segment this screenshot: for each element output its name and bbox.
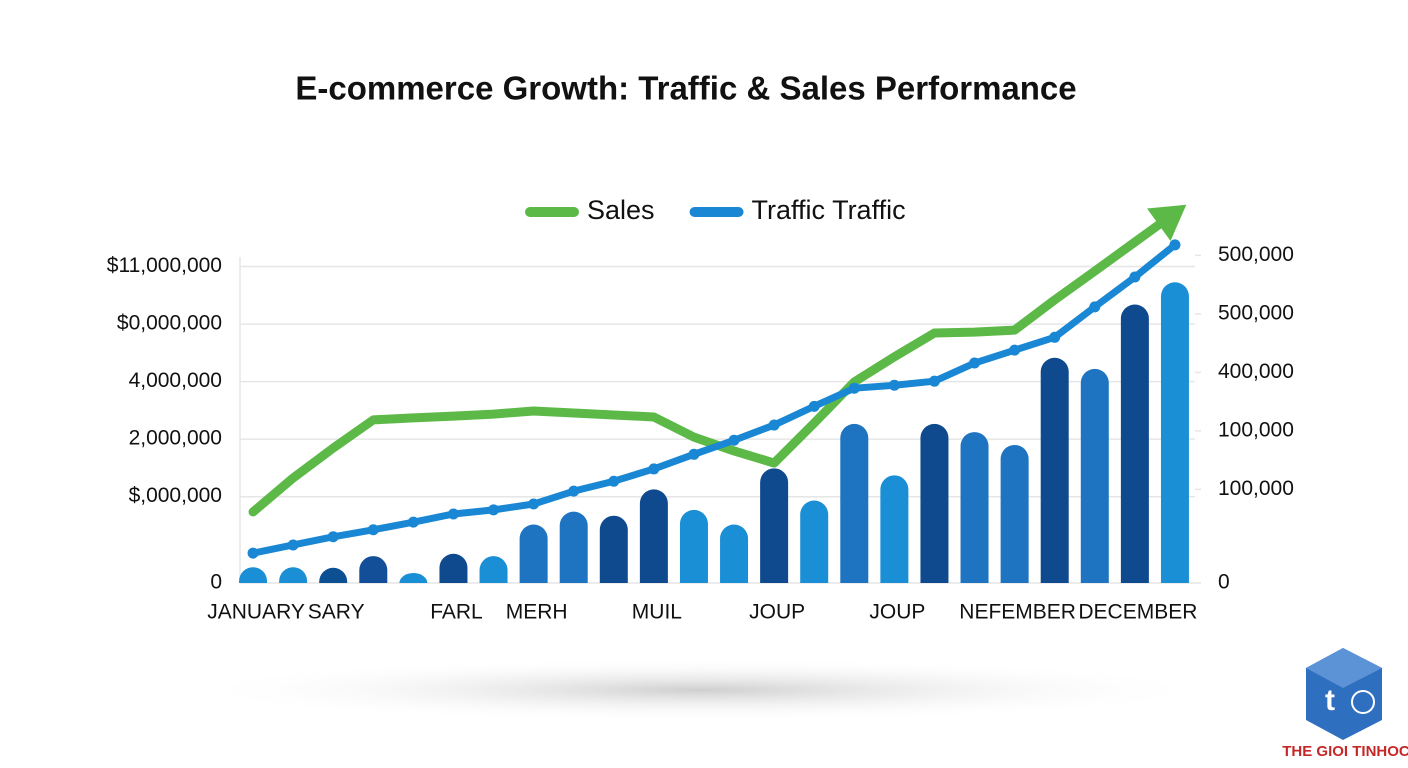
bar: [479, 556, 508, 583]
point: [447, 508, 459, 520]
point: [1089, 301, 1101, 313]
bar: [679, 509, 708, 583]
point: [528, 498, 540, 510]
point: [287, 539, 299, 551]
y-tick-label: $11,000,000: [107, 254, 222, 277]
point: [648, 463, 660, 475]
y-tick-label: $0,000,000: [117, 312, 222, 335]
svg-text:t: t: [1325, 684, 1335, 717]
bar: [800, 500, 829, 583]
y-tick-label: 0: [210, 571, 222, 594]
point: [568, 485, 580, 497]
x-tick-label: MERH: [506, 601, 568, 624]
point: [688, 448, 700, 460]
y-tick-label: 2,000,000: [129, 427, 222, 450]
bar: [639, 489, 668, 583]
point: [608, 475, 620, 487]
point: [969, 357, 981, 369]
bar: [720, 524, 749, 583]
x-tick-label: JANUARY: [207, 601, 305, 624]
line: [248, 208, 1180, 517]
bar: [880, 475, 909, 583]
bar: [239, 567, 268, 583]
line: [249, 241, 1179, 557]
point: [728, 434, 740, 446]
x-tick-label: FARL: [430, 601, 483, 624]
x-tick-label: JOUP: [869, 601, 925, 624]
y2-tick-label: 500,000: [1218, 243, 1294, 266]
point: [1129, 271, 1141, 283]
point: [407, 516, 419, 528]
watermark: THE GIOI TINHOC: [1282, 743, 1408, 760]
point: [768, 419, 780, 431]
bar: [1120, 304, 1149, 583]
y2-tick-label: 500,000: [1218, 301, 1294, 324]
point: [808, 400, 820, 412]
bar: [1040, 357, 1069, 583]
y-tick-label: 4,000,000: [129, 369, 222, 392]
bar: [599, 515, 628, 583]
bar: [279, 567, 308, 583]
bar: [920, 423, 949, 583]
x-tick-label: DECEMBER: [1078, 601, 1197, 624]
bar: [319, 567, 348, 583]
bar: [1160, 282, 1189, 583]
point: [247, 547, 259, 559]
legend-label: Traffic Traffic: [752, 195, 906, 225]
y2-tick-label: 100,000: [1218, 418, 1294, 441]
bar: [1000, 444, 1029, 583]
point: [1009, 344, 1021, 356]
x-tick-label: JOUP: [749, 601, 805, 624]
x-tick-label: MUIL: [632, 601, 682, 624]
point: [888, 379, 900, 391]
shadow: [180, 658, 1220, 722]
legend-label: Sales: [587, 195, 655, 225]
point: [367, 524, 379, 536]
y2-tick-label: 100,000: [1218, 477, 1294, 500]
point: [848, 382, 860, 394]
y2-tick-label: 0: [1218, 571, 1230, 594]
x-tick-label: SARY: [308, 601, 365, 624]
x-tick-label: NEFEMBER: [959, 601, 1076, 624]
point: [928, 375, 940, 387]
point: [327, 531, 339, 543]
bar: [760, 468, 789, 583]
chart-title: E-commerce Growth: Traffic & Sales Perfo…: [295, 70, 1076, 107]
bar: [960, 432, 989, 583]
y-tick-label: $,000,000: [129, 484, 222, 507]
bar: [359, 556, 388, 583]
y2-tick-label: 400,000: [1218, 360, 1294, 383]
arrow-head: [1147, 204, 1187, 241]
point: [1169, 239, 1181, 251]
point: [488, 504, 500, 516]
bar: [399, 573, 428, 583]
bar: [1080, 368, 1109, 583]
bar: [840, 423, 869, 583]
bar: [439, 553, 468, 583]
logo: t: [1306, 648, 1382, 740]
point: [1049, 331, 1061, 343]
bar: [559, 511, 588, 583]
bar: [519, 524, 548, 583]
